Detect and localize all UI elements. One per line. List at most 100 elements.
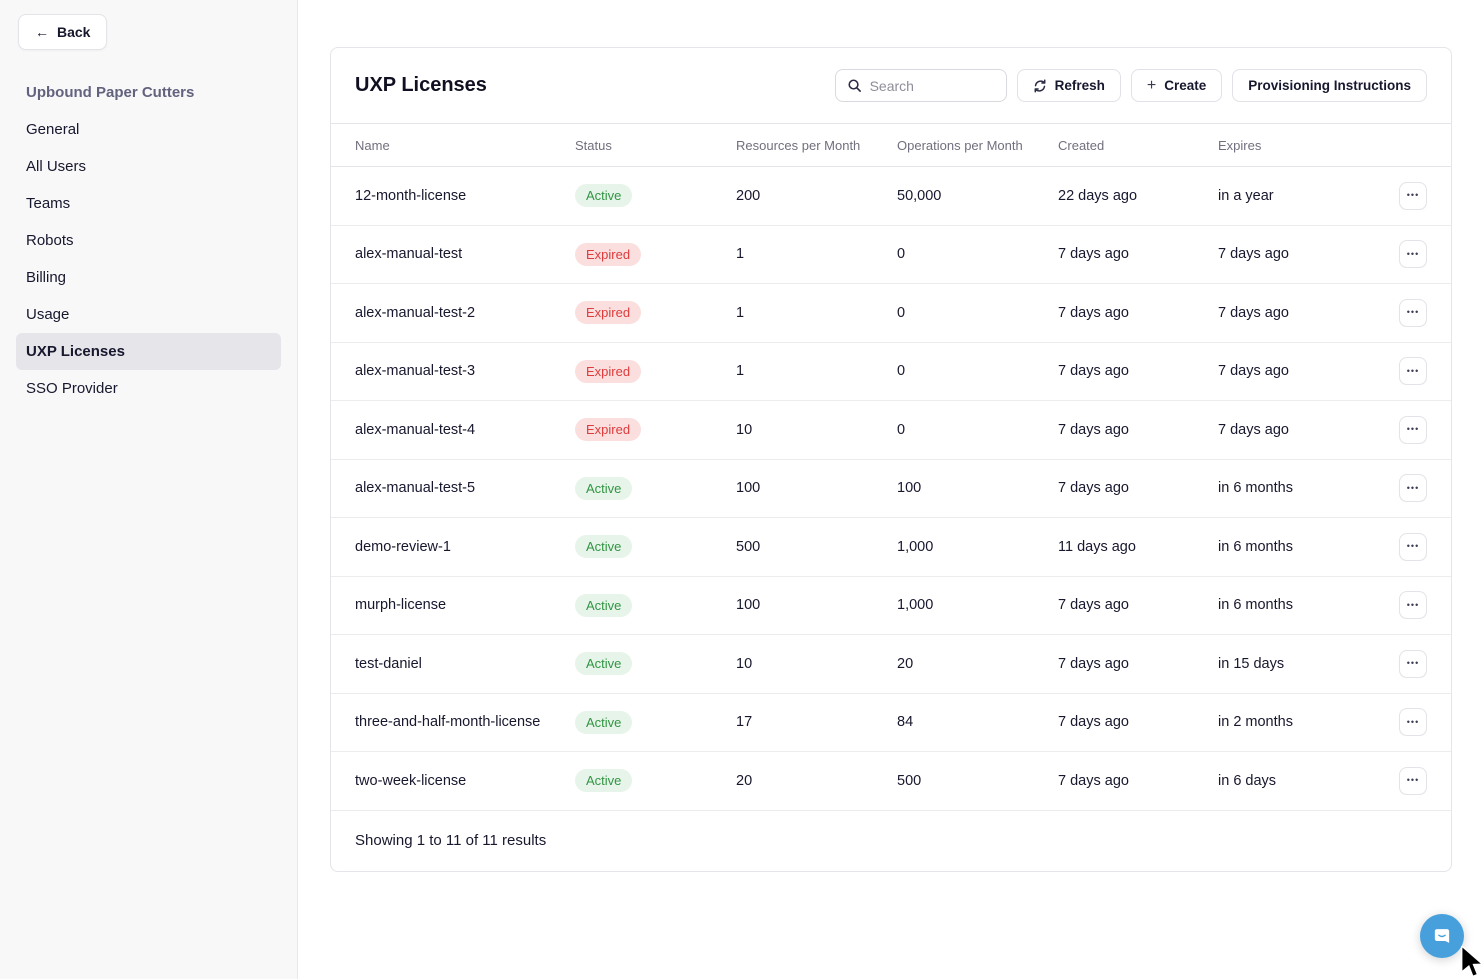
status-badge: Active [575, 710, 633, 734]
card-header: UXP Licenses Refresh [331, 48, 1451, 123]
ellipsis-icon: ••• [1406, 307, 1420, 318]
created-date[interactable]: 7 days ago [1058, 714, 1129, 731]
created-date[interactable]: 7 days ago [1058, 597, 1129, 614]
resources-per-month: 1 [736, 363, 745, 380]
license-name: alex-manual-test-3 [355, 363, 476, 380]
sidebar-item-uxp-licenses[interactable]: UXP Licenses [16, 333, 281, 370]
expires-date[interactable]: 7 days ago [1218, 421, 1289, 438]
expires-date[interactable]: in 6 months [1218, 597, 1293, 614]
sidebar-item-robots[interactable]: Robots [26, 232, 74, 249]
created-date[interactable]: 22 days ago [1058, 187, 1138, 204]
row-menu-button[interactable]: ••• [1399, 591, 1427, 620]
ellipsis-icon: ••• [1406, 658, 1420, 669]
resources-per-month: 1 [736, 246, 745, 263]
resources-per-month: 10 [736, 655, 753, 672]
status-badge: Active [575, 593, 633, 617]
arrow-left-icon: ← [35, 24, 49, 40]
provisioning-instructions-label: Provisioning Instructions [1248, 78, 1411, 93]
sidebar-item-general[interactable]: General [26, 121, 80, 138]
column-header-resources-per-month: Resources per Month [736, 137, 861, 153]
created-date[interactable]: 7 days ago [1058, 363, 1129, 380]
sidebar: ← Back Upbound Paper Cutters General All … [0, 0, 298, 979]
ellipsis-icon: ••• [1406, 365, 1420, 376]
back-button[interactable]: ← Back [18, 14, 108, 50]
expires-date[interactable]: in 15 days [1218, 655, 1285, 672]
created-date[interactable]: 7 days ago [1058, 421, 1129, 438]
expires-date[interactable]: in a year [1218, 187, 1274, 204]
provisioning-instructions-button[interactable]: Provisioning Instructions [1232, 69, 1427, 102]
license-name: alex-manual-test-4 [355, 421, 476, 438]
create-button[interactable]: + Create [1130, 69, 1223, 102]
row-menu-button[interactable]: ••• [1399, 532, 1427, 561]
created-date[interactable]: 7 days ago [1058, 772, 1129, 789]
license-name: alex-manual-test-5 [355, 480, 476, 497]
table-body: 12-month-license Active 200 50,000 22 da… [331, 167, 1451, 811]
status-badge: Expired [575, 418, 642, 442]
page-title: UXP Licenses [355, 74, 487, 96]
sidebar-nav: General All Users Teams Robots Billing Usage U… [0, 111, 297, 407]
sidebar-item-sso-provider[interactable]: SSO Provider [26, 380, 118, 397]
license-name: murph-license [355, 597, 447, 614]
table-row: alex-manual-test-5 Active 100 100 7 days… [331, 460, 1451, 518]
ellipsis-icon: ••• [1406, 541, 1420, 552]
table-row: three-and-half-month-license Active 17 8… [331, 694, 1451, 752]
table-row: murph-license Active 100 1,000 7 days ag… [331, 577, 1451, 635]
chat-bubble-icon [1434, 929, 1450, 943]
expires-date[interactable]: 7 days ago [1218, 304, 1289, 321]
expires-date[interactable]: in 6 months [1218, 538, 1293, 555]
operations-per-month: 1,000 [897, 538, 934, 555]
created-date[interactable]: 7 days ago [1058, 246, 1129, 263]
chat-launcher-button[interactable] [1420, 914, 1464, 958]
row-menu-button[interactable]: ••• [1399, 649, 1427, 678]
row-menu-button[interactable]: ••• [1399, 298, 1427, 327]
created-date[interactable]: 11 days ago [1058, 538, 1136, 555]
sidebar-item-billing[interactable]: Billing [26, 269, 67, 286]
operations-per-month: 0 [897, 246, 906, 263]
row-menu-button[interactable]: ••• [1399, 415, 1427, 444]
row-menu-button[interactable]: ••• [1399, 181, 1427, 210]
toolbar: Refresh + Create Provisioning Instructio… [834, 69, 1427, 102]
created-date[interactable]: 7 days ago [1058, 480, 1129, 497]
row-menu-button[interactable]: ••• [1399, 240, 1427, 269]
ellipsis-icon: ••• [1406, 248, 1420, 259]
expires-date[interactable]: 7 days ago [1218, 246, 1289, 263]
refresh-icon [1034, 78, 1046, 93]
search-box[interactable] [834, 69, 1007, 102]
ellipsis-icon: ••• [1406, 716, 1420, 727]
resources-per-month: 100 [736, 480, 761, 497]
created-date[interactable]: 7 days ago [1058, 304, 1129, 321]
refresh-button-label: Refresh [1054, 78, 1105, 93]
search-input[interactable] [869, 77, 995, 94]
status-badge: Active [575, 476, 633, 500]
ellipsis-icon: ••• [1406, 190, 1420, 201]
row-menu-button[interactable]: ••• [1399, 357, 1427, 386]
resources-per-month: 200 [736, 187, 761, 204]
column-header-expires: Expires [1218, 137, 1262, 153]
refresh-button[interactable]: Refresh [1016, 69, 1121, 102]
operations-per-month: 20 [897, 655, 914, 672]
license-name: test-daniel [355, 655, 422, 672]
created-date[interactable]: 7 days ago [1058, 655, 1129, 672]
row-menu-button[interactable]: ••• [1399, 708, 1427, 737]
expires-date[interactable]: 7 days ago [1218, 363, 1289, 380]
sidebar-item-teams[interactable]: Teams [26, 195, 71, 212]
column-header-name: Name [355, 137, 390, 153]
row-menu-button[interactable]: ••• [1399, 766, 1427, 795]
resources-per-month: 1 [736, 304, 745, 321]
table-row: alex-manual-test-3 Expired 1 0 7 days ag… [331, 343, 1451, 401]
table-row: demo-review-1 Active 500 1,000 11 days a… [331, 518, 1451, 577]
sidebar-item-usage[interactable]: Usage [26, 306, 70, 323]
expires-date[interactable]: in 6 days [1218, 772, 1277, 789]
results-summary: Showing 1 to 11 of 11 results [355, 832, 547, 849]
operations-per-month: 1,000 [897, 597, 934, 614]
expires-date[interactable]: in 6 months [1218, 480, 1293, 497]
main-content: UXP Licenses Refresh [298, 0, 1484, 979]
table-footer: Showing 1 to 11 of 11 results [331, 811, 1451, 871]
license-name: alex-manual-test-2 [355, 304, 476, 321]
sidebar-item-all-users[interactable]: All Users [26, 158, 87, 175]
row-menu-button[interactable]: ••• [1399, 474, 1427, 503]
expires-date[interactable]: in 2 months [1218, 714, 1293, 731]
uxp-licenses-card: UXP Licenses Refresh [330, 47, 1452, 872]
license-name: two-week-license [355, 772, 467, 789]
table-row: two-week-license Active 20 500 7 days ag… [331, 752, 1451, 811]
